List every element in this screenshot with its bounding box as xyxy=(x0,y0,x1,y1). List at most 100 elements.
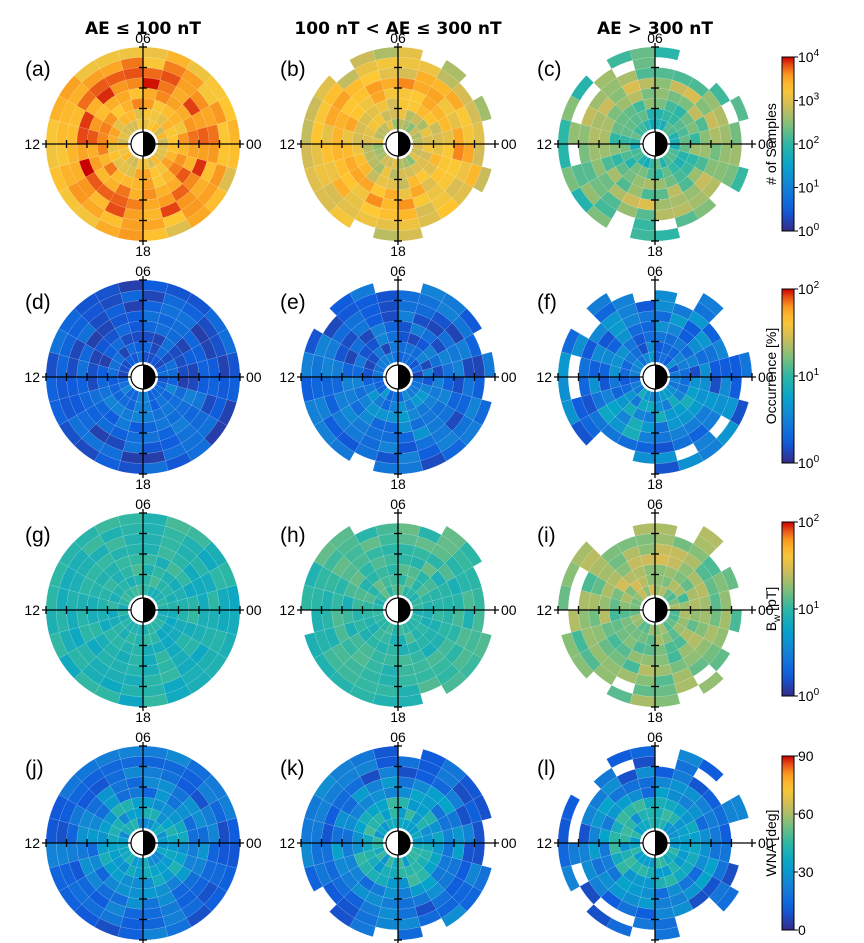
heat-cell xyxy=(570,333,590,358)
panel-c: 06 18 12 00 (c) xyxy=(536,30,773,259)
heat-cell xyxy=(561,561,581,588)
colorbar-tick-label: 102 xyxy=(798,513,820,530)
heat-cell xyxy=(598,595,612,611)
colorbar-gradient xyxy=(781,56,795,232)
mlt-label-right: 00 xyxy=(246,136,262,152)
heat-cell xyxy=(698,671,724,695)
mlt-label-left: 12 xyxy=(536,136,552,152)
heat-cell xyxy=(472,865,492,892)
heat-cell xyxy=(586,292,612,316)
heat-cell xyxy=(142,553,158,567)
heat-cell xyxy=(383,653,399,667)
mlt-label-left: 12 xyxy=(279,835,295,851)
mlt-label-left: 12 xyxy=(536,835,552,851)
heat-cell xyxy=(738,351,753,378)
heat-cell xyxy=(570,420,594,446)
mlt-label-bottom: 18 xyxy=(135,476,151,492)
mlt-label-top: 06 xyxy=(390,30,406,46)
mlt-label-right: 00 xyxy=(501,136,517,152)
heat-cell xyxy=(441,143,455,159)
heat-cell xyxy=(142,786,158,800)
colorbar-tick-label: 100 xyxy=(798,687,820,704)
earth-night-side xyxy=(655,831,667,855)
mlt-label-top: 06 xyxy=(390,729,406,745)
panel-d: 06 18 12 00 (d) xyxy=(24,263,261,492)
mlt-label-top: 06 xyxy=(390,496,406,512)
mlt-label-bottom: 18 xyxy=(647,476,663,492)
colorbar-tick-label: 101 xyxy=(798,367,820,384)
mlt-label-left: 12 xyxy=(279,136,295,152)
heat-cell xyxy=(349,917,376,937)
heat-cell xyxy=(86,129,100,145)
heat-cell xyxy=(654,786,670,800)
panel-b: 06 18 12 00 (b) xyxy=(279,30,516,259)
heat-cell xyxy=(397,320,413,334)
heat-cell xyxy=(698,609,712,625)
earth-night-side xyxy=(655,598,667,622)
mlt-label-left: 12 xyxy=(536,369,552,385)
colorbar-label: # of Samples xyxy=(763,103,779,185)
earth-night-side xyxy=(398,598,410,622)
heat-cell xyxy=(698,143,712,159)
colorbar-tick-label: 100 xyxy=(798,222,820,239)
earth-night-side xyxy=(143,365,155,389)
panel-e: 06 18 12 00 (e) xyxy=(279,263,516,492)
colorbar-tick-label: 103 xyxy=(798,92,820,109)
heat-cell xyxy=(593,68,618,91)
heat-cell xyxy=(674,675,699,695)
heat-cell xyxy=(593,663,618,686)
colorbar-tick-label: 104 xyxy=(798,48,820,65)
earth-night-side xyxy=(398,132,410,156)
heat-cell xyxy=(579,414,602,439)
mlt-label-right: 00 xyxy=(758,369,774,385)
heat-cell xyxy=(570,653,594,679)
heat-cell xyxy=(397,87,413,101)
heat-cell xyxy=(186,609,200,625)
heat-cell xyxy=(557,143,572,170)
heat-cell xyxy=(593,301,618,324)
mlt-label-top: 06 xyxy=(135,263,151,279)
colorbar-tick-label: 60 xyxy=(798,806,814,822)
mlt-label-bottom: 18 xyxy=(390,243,406,259)
heat-cell xyxy=(598,362,612,378)
heat-cell xyxy=(654,553,670,567)
heat-cell xyxy=(654,87,670,101)
colorbar-wna: 90 60 30 0 WNA [deg] xyxy=(763,748,814,938)
colorbar-tick-label: 100 xyxy=(798,454,820,471)
heat-cell xyxy=(128,420,144,434)
colorbars: 104 103 102 101 100 # of Samples 102 101 100 Occu… xyxy=(763,48,820,938)
panel-label: (l) xyxy=(537,757,556,780)
heat-cell xyxy=(557,351,572,378)
heat-cell xyxy=(586,904,612,928)
heat-cell xyxy=(640,886,656,900)
mlt-label-right: 00 xyxy=(501,835,517,851)
panel-h: 06 18 12 00 (h) xyxy=(279,496,516,725)
heat-cell xyxy=(186,842,200,858)
heat-cell xyxy=(86,828,100,844)
panel-f: 06 18 12 00 (f) xyxy=(536,263,773,492)
heat-cell xyxy=(692,534,717,557)
heat-cell xyxy=(128,653,144,667)
heat-cell xyxy=(472,399,492,426)
heat-cell xyxy=(329,438,355,462)
mlt-label-left: 12 xyxy=(279,369,295,385)
colorbar-tick-label: 101 xyxy=(798,179,820,196)
mlt-label-left: 12 xyxy=(24,369,40,385)
heat-cell xyxy=(397,227,424,242)
mlt-label-top: 06 xyxy=(647,30,663,46)
heat-cell xyxy=(586,205,612,229)
heat-cell xyxy=(557,584,572,611)
heat-cell xyxy=(579,548,602,573)
heat-cell xyxy=(698,758,724,782)
heat-cell xyxy=(186,143,200,159)
heat-cell xyxy=(720,566,740,591)
heat-cell xyxy=(441,842,455,858)
column-title-1: AE ≤ 100 nT xyxy=(85,19,201,39)
heat-cell xyxy=(606,917,633,937)
heat-cell xyxy=(397,693,424,708)
panel-label: (h) xyxy=(280,524,306,547)
mlt-label-top: 06 xyxy=(647,263,663,279)
